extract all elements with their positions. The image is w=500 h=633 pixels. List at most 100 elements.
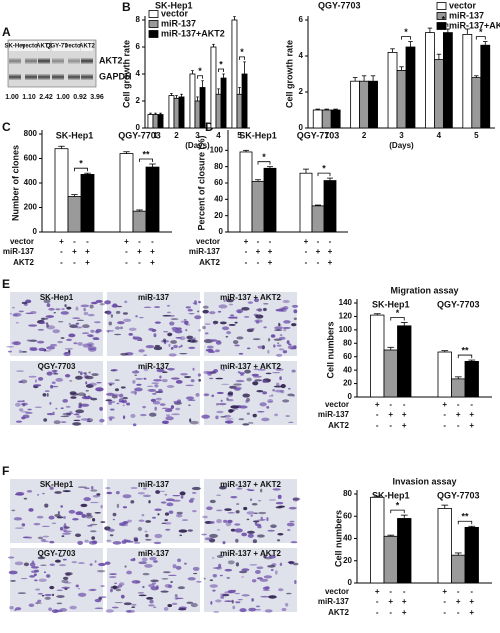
y-axis-label: Number of clones <box>10 145 20 221</box>
cell <box>54 559 61 563</box>
error-bar <box>212 43 215 47</box>
cell <box>106 310 112 315</box>
error-bar <box>468 525 476 528</box>
cell <box>292 497 299 502</box>
cell <box>266 405 270 409</box>
cell <box>90 329 95 333</box>
cell <box>60 337 65 339</box>
cell <box>241 594 250 597</box>
cell <box>130 413 136 418</box>
significance-label: * <box>79 159 83 169</box>
cell <box>165 528 171 531</box>
significance-label: * <box>442 14 446 24</box>
legend-label: miR-137 <box>161 18 196 28</box>
cell <box>145 345 155 349</box>
cell <box>54 491 62 494</box>
cell <box>209 521 215 524</box>
cell <box>42 393 47 397</box>
category-label: 3 <box>399 131 404 140</box>
category-label: SK-Hep1 <box>372 490 410 500</box>
cell <box>22 400 25 402</box>
legend-swatch <box>436 2 447 10</box>
cell <box>291 323 297 327</box>
cell <box>251 598 254 602</box>
blot-label-box <box>68 41 80 51</box>
cell <box>238 352 244 355</box>
cell <box>87 346 97 351</box>
cell <box>217 310 222 313</box>
cell <box>49 563 55 566</box>
cell <box>110 314 113 318</box>
cell <box>189 418 192 423</box>
cell <box>61 579 69 584</box>
condition-sign: + <box>256 247 261 256</box>
micrograph-label: miR-137 <box>138 293 170 302</box>
condition-sign: - <box>376 608 379 617</box>
blot-band <box>52 74 64 80</box>
cell <box>137 339 143 341</box>
cell <box>282 299 290 304</box>
cell <box>142 494 152 498</box>
cell <box>293 309 298 314</box>
cell <box>207 372 212 376</box>
cell <box>231 599 234 604</box>
cell <box>21 301 28 305</box>
cell <box>52 329 60 334</box>
cell <box>148 500 151 504</box>
condition-sign: + <box>85 258 90 267</box>
cell <box>88 382 97 387</box>
condition-sign: + <box>304 237 309 246</box>
cell <box>209 579 214 582</box>
cell <box>187 308 193 312</box>
y-tick-label: 2 <box>136 96 141 105</box>
blot-quantification: 1.10 <box>22 94 36 101</box>
cell <box>128 332 133 336</box>
cell <box>198 378 202 382</box>
cell <box>81 513 87 518</box>
cell <box>108 400 116 404</box>
cell <box>148 604 155 607</box>
cell <box>60 415 70 418</box>
cell <box>202 309 209 314</box>
cell <box>127 609 136 613</box>
micrograph: miR-137 <box>104 292 202 357</box>
cell <box>121 540 127 544</box>
significance-bracket <box>197 75 203 79</box>
cell <box>118 393 124 398</box>
cell <box>92 337 100 341</box>
cell <box>207 350 216 353</box>
significance-bracket <box>475 36 486 40</box>
micrograph: miR-137 <box>104 548 202 613</box>
cell <box>232 605 236 610</box>
cell <box>120 386 126 389</box>
cell <box>62 529 67 532</box>
cell <box>278 322 281 327</box>
y-tick-label: 200 <box>24 203 38 212</box>
cell <box>94 560 97 563</box>
legend-label: vector <box>449 0 477 10</box>
cell <box>268 499 277 501</box>
cell <box>158 388 163 393</box>
bar <box>236 93 243 129</box>
cell <box>114 388 119 392</box>
cell <box>180 372 188 376</box>
blot-label-box <box>25 41 37 51</box>
cell <box>59 526 64 531</box>
cell <box>275 506 283 509</box>
cell <box>38 578 47 582</box>
cell <box>89 563 93 566</box>
cell <box>161 378 168 383</box>
cell <box>168 343 171 348</box>
cell <box>124 300 128 304</box>
panel-letter: F <box>2 464 9 478</box>
cell <box>276 353 283 357</box>
micrograph: miR-137 + AKT2 <box>201 479 301 545</box>
cell <box>109 534 114 537</box>
cell <box>291 304 299 308</box>
cell <box>84 487 90 490</box>
y-axis-label: Cell growth rate <box>121 40 131 108</box>
cell <box>85 384 94 388</box>
error-bar <box>217 88 220 95</box>
cell <box>43 571 47 574</box>
